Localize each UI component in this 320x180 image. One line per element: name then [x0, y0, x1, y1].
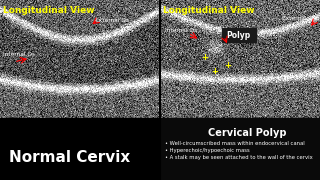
Text: External Os: External Os	[282, 15, 316, 21]
Text: Internal Os: Internal Os	[165, 28, 197, 33]
Text: +: +	[225, 60, 231, 69]
Text: • Hyperechoic/hypoechoic mass: • Hyperechoic/hypoechoic mass	[165, 148, 250, 153]
Text: Normal Cervix: Normal Cervix	[9, 150, 131, 165]
Text: +: +	[202, 53, 209, 62]
Text: Longitudinal View: Longitudinal View	[3, 6, 95, 15]
Bar	[0, 118, 160, 180]
Text: Polyp: Polyp	[226, 31, 250, 40]
Text: Longitudinal View: Longitudinal View	[163, 6, 255, 15]
Bar	[222, 28, 256, 42]
Text: • Well-circumscribed mass within endocervical canal: • Well-circumscribed mass within endocer…	[165, 141, 305, 146]
Text: Internal Os: Internal Os	[3, 53, 35, 57]
Text: • A stalk may be seen attached to the wall of the cervix: • A stalk may be seen attached to the wa…	[165, 155, 313, 160]
Text: External Os: External Os	[95, 17, 129, 22]
Text: Cervical Polyp: Cervical Polyp	[208, 128, 286, 138]
Text: +: +	[212, 68, 219, 76]
Bar	[160, 118, 320, 180]
